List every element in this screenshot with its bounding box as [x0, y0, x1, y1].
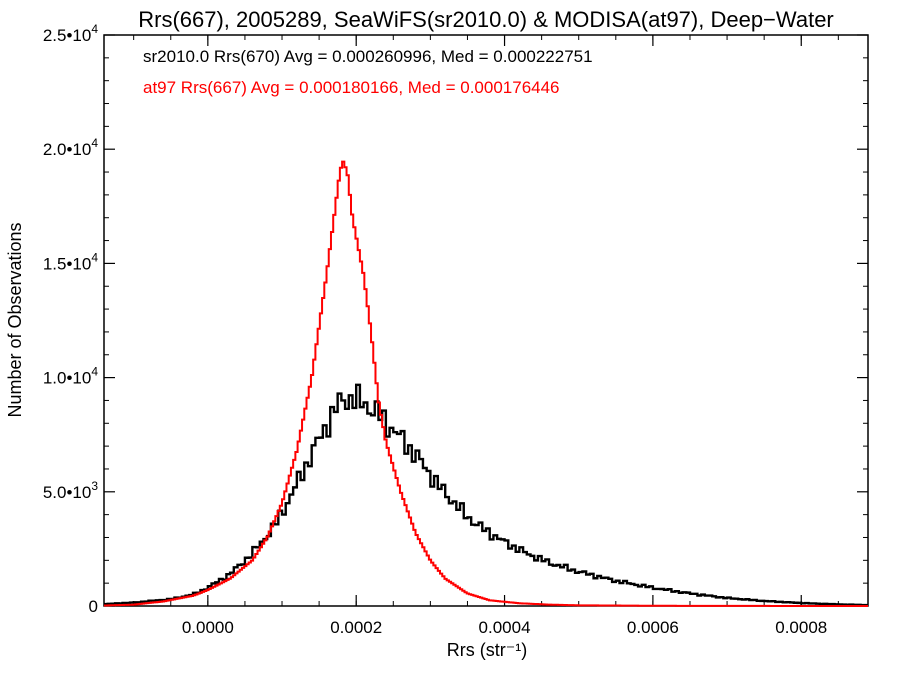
series-at97-line: [104, 160, 868, 607]
y-tick-label: 1.5•104: [43, 250, 99, 273]
x-tick-label: 0.0004: [479, 618, 531, 637]
y-tick-label: 0: [89, 597, 98, 616]
series-sr2010-line: [104, 383, 868, 607]
annotation-at97-stats: at97 Rrs(667) Avg = 0.000180166, Med = 0…: [143, 78, 560, 97]
y-tick-label: 2.0•104: [43, 136, 99, 159]
x-axis: 0.0000 0.0002 0.0004 0.0006 0.0008: [133, 35, 839, 637]
y-axis: 0 5.0•103 1.0•104 1.5•104 2.0•104 2.5•104: [43, 22, 868, 616]
x-axis-label: Rrs (str⁻¹): [447, 640, 527, 660]
x-tick-label: 0.0000: [182, 618, 234, 637]
x-tick-label: 0.0008: [775, 618, 827, 637]
y-tick-label: 2.5•104: [43, 22, 99, 45]
x-tick-label: 0.0002: [330, 618, 382, 637]
annotation-sr2010-stats: sr2010.0 Rrs(670) Avg = 0.000260996, Med…: [143, 47, 593, 66]
y-tick-label: 5.0•103: [43, 479, 99, 502]
plot-frame: [103, 34, 869, 607]
chart-title: Rrs(667), 2005289, SeaWiFS(sr2010.0) & M…: [138, 7, 834, 32]
x-tick-label: 0.0006: [627, 618, 679, 637]
y-tick-label: 1.0•104: [43, 365, 99, 388]
series-layer: [104, 160, 868, 607]
y-axis-label: Number of Observations: [5, 222, 25, 417]
